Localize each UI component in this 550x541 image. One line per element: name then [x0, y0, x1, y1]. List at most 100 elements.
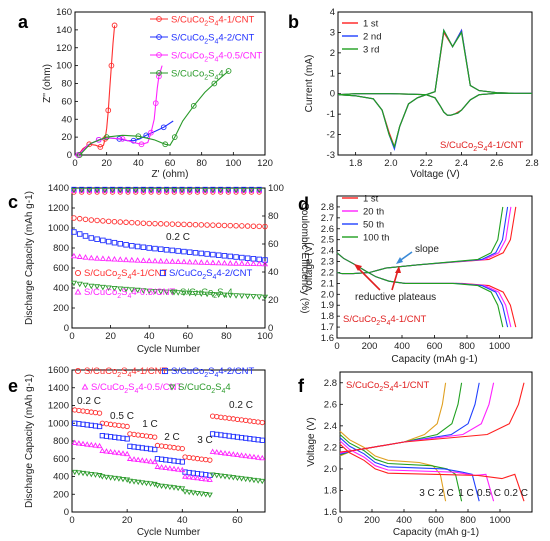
panel-a-x-tick-label: 80 — [196, 158, 207, 169]
panel-c-point-1 — [210, 251, 216, 258]
panel-e-point-2 — [99, 447, 106, 453]
panel-e-point-2 — [234, 451, 241, 458]
panel-b-y-tick-label: -1 — [327, 109, 335, 120]
panel-d-x-tick-label: 600 — [427, 341, 443, 352]
panel-c-point-0 — [111, 218, 118, 225]
panel-c-point-3 — [186, 290, 193, 297]
panel-c-point-0 — [256, 223, 262, 230]
panel-c-legend-marker-1 — [159, 269, 167, 277]
panel-c-legend-marker-2 — [74, 288, 82, 295]
panel-d-x-tick-label: 800 — [459, 341, 475, 352]
panel-c-point-3 — [261, 294, 269, 301]
panel-c-y2-tick-label: 100 — [268, 183, 284, 194]
panel-e-point-3 — [179, 486, 186, 492]
panel-a-point-3 — [76, 152, 83, 158]
panel-e-rate-label-1: 0.5 C — [110, 411, 134, 422]
panel-d-y-tick-label: 2.7 — [321, 213, 334, 224]
panel-d-legend-label-1: 20 th — [363, 207, 384, 218]
panel-c-point-0 — [100, 218, 106, 224]
panel-c-point-2 — [82, 254, 89, 260]
panel-e-point-3 — [143, 480, 150, 487]
panel-c-point-2 — [88, 254, 95, 261]
panel-c-legend-marker-3 — [170, 289, 178, 296]
panel-c-point-2 — [215, 259, 222, 266]
panel-c-efficiency-point-3 — [179, 187, 185, 194]
panel-a-point-3 — [171, 134, 178, 140]
panel-e-y-tick-label: 0 — [64, 507, 69, 518]
panel-c-point-1 — [233, 254, 239, 260]
panel-b-x-tick-label: 1.8 — [349, 158, 362, 169]
panel-a-x-tick-label: 20 — [101, 158, 112, 169]
panel-b-y-tick-label: 2 — [330, 48, 335, 59]
panel-c-point-2 — [221, 259, 228, 266]
panel-b-legend-label-1: 2 nd — [363, 32, 382, 43]
panel-c-point-2 — [250, 260, 257, 267]
panel-c-point-0 — [227, 222, 234, 229]
panel-c-point-1 — [250, 256, 257, 262]
panel-d-legend-label-0: 1 st — [363, 194, 379, 205]
panel-e-point-2 — [158, 464, 165, 470]
panel-e-point-2 — [75, 440, 82, 446]
panel-a-x-tick-label: 60 — [165, 158, 176, 169]
panel-d-plateau-arrow-2 — [391, 269, 399, 291]
panel-c-point-2 — [244, 260, 251, 266]
panel-c-y-tick-label: 200 — [53, 303, 69, 314]
panel-e-y-label: Discharge Capacity (mAh g-1) — [24, 374, 35, 508]
panel-c-point-0 — [158, 221, 164, 227]
panel-c-point-1 — [71, 229, 77, 235]
panel-e-point-3 — [251, 477, 257, 484]
panel-f-letter: f — [298, 376, 305, 396]
panel-e-point-3 — [71, 469, 78, 476]
panel-f-y-tick-label: 2.6 — [324, 399, 337, 410]
panel-b-x-tick-label: 2.6 — [490, 158, 503, 169]
panel-e-point-3 — [198, 491, 205, 497]
panel-f-rate-label-4: 0.2 C — [504, 488, 528, 499]
panel-c-point-0 — [204, 222, 210, 228]
panel-c-point-3 — [122, 286, 130, 293]
panel-c-efficiency-point-3 — [210, 187, 216, 194]
panel-d-x-tick-label: 0 — [334, 341, 339, 352]
panel-b-y-tick-label: 4 — [330, 7, 335, 18]
panel-c-point-0 — [186, 221, 193, 228]
panel-a-legend-label-0: S/CuCo2S44-1/CNT — [171, 15, 255, 28]
panel-e-point-2 — [217, 449, 224, 455]
panel-c-point-1 — [88, 235, 95, 241]
panel-c-y2-tick-label: 80 — [268, 211, 279, 222]
panel-c-point-0 — [152, 220, 158, 227]
panel-e-point-0 — [124, 423, 130, 430]
panel-f-x-tick-label: 0 — [337, 515, 342, 526]
panel-c-point-0 — [175, 221, 181, 227]
panel-d-slope-annotation: slope — [415, 244, 439, 255]
panel-c-point-3 — [111, 286, 118, 292]
panel-c-efficiency-point-3 — [94, 187, 100, 194]
panel-f-discharge-line-2 — [339, 437, 480, 502]
panel-e-point-3 — [88, 471, 95, 478]
panel-e-point-2 — [194, 474, 201, 481]
panel-c-point-2 — [232, 260, 240, 266]
panel-c-point-3 — [175, 290, 182, 296]
panel-c-point-1 — [105, 238, 112, 245]
panel-f-y-tick-label: 2.2 — [324, 442, 337, 453]
panel-d-y-tick-label: 1.9 — [321, 300, 334, 311]
panel-a-point-3 — [135, 133, 142, 140]
panel-f-x-tick-label: 600 — [428, 515, 444, 526]
panel-e-point-3 — [111, 475, 118, 482]
panel-c-y-tick-label: 0 — [64, 323, 69, 334]
panel-e-point-2 — [88, 441, 95, 448]
panel-e-rate-label-2: 1 C — [142, 419, 158, 430]
panel-c-efficiency-point-3 — [78, 187, 85, 194]
panel-e-point-3 — [230, 475, 237, 481]
panel-c-point-1 — [100, 237, 106, 244]
panel-c-y2-tick-label: 20 — [268, 295, 279, 306]
panel-c-point-3 — [134, 287, 141, 294]
panel-e-legend-label-1: S/CuCo2S44-2/CNT — [171, 366, 255, 379]
panel-d-y-tick-label: 2.6 — [321, 224, 334, 235]
panel-e-point-3 — [202, 492, 209, 498]
panel-c-point-2 — [227, 260, 234, 266]
panel-a-series-line-3 — [79, 70, 229, 156]
panel-c-efficiency-point-3 — [117, 187, 124, 194]
panel-f-discharge-line-4 — [339, 443, 525, 502]
panel-e-point-2 — [139, 457, 146, 463]
panel-c-y-tick-label: 600 — [53, 263, 69, 274]
panel-b-y-label: Current (mA) — [304, 55, 315, 113]
